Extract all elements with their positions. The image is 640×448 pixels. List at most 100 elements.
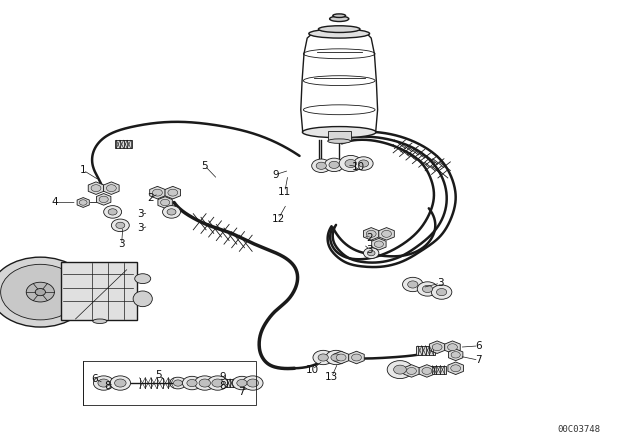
Text: 3: 3 (367, 245, 373, 255)
Circle shape (93, 376, 114, 390)
Circle shape (432, 344, 442, 351)
Polygon shape (449, 349, 463, 361)
Circle shape (182, 376, 202, 390)
Text: 3: 3 (437, 278, 444, 288)
Ellipse shape (135, 274, 151, 284)
Text: 3: 3 (138, 224, 144, 233)
Circle shape (26, 282, 54, 302)
Text: 9: 9 (220, 372, 226, 382)
Circle shape (167, 209, 176, 215)
Polygon shape (372, 238, 386, 250)
Circle shape (173, 380, 182, 386)
Circle shape (318, 354, 328, 361)
Circle shape (336, 354, 346, 361)
Circle shape (351, 354, 362, 361)
Circle shape (312, 159, 331, 172)
Polygon shape (165, 186, 180, 199)
Circle shape (381, 230, 392, 237)
Circle shape (0, 257, 90, 327)
Ellipse shape (328, 139, 351, 143)
Circle shape (1, 264, 80, 320)
Circle shape (243, 376, 263, 390)
Circle shape (447, 344, 458, 351)
Circle shape (366, 230, 376, 237)
Bar (115, 140, 132, 148)
Bar (61, 262, 137, 320)
Circle shape (364, 248, 379, 258)
Text: 6: 6 (92, 374, 98, 383)
Text: 8: 8 (104, 381, 111, 391)
Circle shape (163, 206, 180, 218)
Text: 1: 1 (80, 165, 86, 175)
Circle shape (195, 376, 215, 390)
Polygon shape (88, 182, 104, 194)
Text: 4: 4 (51, 198, 58, 207)
Circle shape (170, 377, 186, 389)
Circle shape (91, 185, 101, 192)
Ellipse shape (309, 29, 370, 38)
Circle shape (394, 365, 406, 374)
Circle shape (104, 206, 122, 218)
Circle shape (98, 379, 109, 387)
Bar (83, 361, 256, 405)
Circle shape (247, 379, 259, 387)
Text: 7: 7 (476, 355, 482, 365)
Text: 9: 9 (272, 170, 278, 180)
Circle shape (116, 222, 125, 228)
Polygon shape (97, 194, 111, 205)
Text: 12: 12 (272, 214, 285, 224)
Circle shape (422, 367, 432, 375)
Text: 5: 5 (156, 370, 162, 380)
Circle shape (326, 350, 346, 365)
Text: 8: 8 (220, 381, 226, 391)
Circle shape (35, 289, 45, 296)
Polygon shape (379, 228, 394, 240)
Circle shape (110, 376, 131, 390)
Circle shape (237, 379, 247, 387)
Text: 3: 3 (118, 239, 125, 249)
Circle shape (451, 365, 461, 372)
Circle shape (358, 160, 369, 167)
Circle shape (199, 379, 211, 387)
Bar (416, 346, 435, 355)
Circle shape (313, 350, 333, 365)
Polygon shape (445, 341, 460, 353)
Circle shape (99, 196, 108, 202)
Circle shape (316, 162, 326, 169)
Text: 7: 7 (239, 387, 245, 397)
Ellipse shape (330, 16, 349, 22)
Polygon shape (104, 182, 119, 194)
Circle shape (207, 376, 228, 390)
Circle shape (345, 159, 356, 168)
Circle shape (374, 241, 383, 247)
Circle shape (111, 219, 129, 232)
Ellipse shape (133, 291, 152, 307)
Bar (328, 131, 351, 141)
Polygon shape (77, 198, 90, 207)
Polygon shape (333, 351, 349, 364)
Circle shape (422, 285, 433, 293)
Circle shape (152, 189, 163, 196)
Circle shape (431, 285, 452, 299)
Polygon shape (419, 365, 435, 377)
Text: 2: 2 (367, 233, 373, 243)
Circle shape (212, 379, 223, 387)
Polygon shape (404, 365, 419, 377)
Text: 10: 10 (306, 365, 319, 375)
Circle shape (106, 185, 116, 192)
Ellipse shape (303, 126, 376, 138)
Polygon shape (448, 362, 463, 375)
Text: 5: 5 (202, 161, 208, 171)
Ellipse shape (319, 26, 360, 33)
Circle shape (168, 189, 178, 196)
Circle shape (232, 376, 252, 390)
Circle shape (339, 155, 362, 172)
Text: 13: 13 (325, 372, 338, 382)
Ellipse shape (93, 319, 107, 323)
Circle shape (161, 199, 170, 206)
Circle shape (329, 161, 339, 168)
Circle shape (367, 250, 375, 256)
Text: 11: 11 (278, 187, 291, 197)
Circle shape (451, 352, 460, 358)
Circle shape (331, 354, 341, 361)
